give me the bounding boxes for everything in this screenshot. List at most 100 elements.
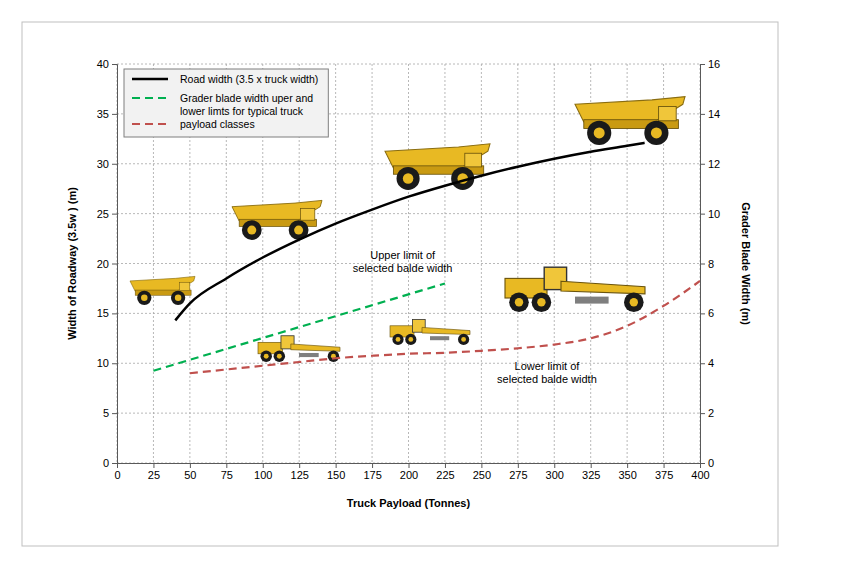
grader-wheel	[392, 334, 403, 345]
y2-axis-tick-label: 0	[708, 457, 714, 469]
x-axis-tick: 250	[473, 463, 491, 481]
grader-icon	[390, 319, 470, 345]
grader-wheel	[509, 292, 529, 312]
grader-wheel	[624, 292, 644, 312]
grid-line-x	[335, 64, 336, 463]
x-axis-tick-mark	[554, 463, 555, 468]
x-axis-tick-mark	[372, 463, 373, 468]
truck-hub	[294, 226, 303, 235]
x-axis-tick-label: 325	[582, 469, 600, 481]
x-axis-tick-label: 275	[509, 469, 527, 481]
y2-axis-tick: 4	[700, 357, 714, 369]
grid	[117, 64, 700, 463]
y2-axis-line	[701, 65, 706, 464]
grader-hub	[461, 337, 466, 342]
x-axis-tick-mark	[263, 463, 264, 468]
x-axis-tick: 175	[363, 463, 381, 481]
y-axis-tick-mark	[112, 463, 117, 464]
x-axis-title: Truck Payload (Tonnes)	[347, 497, 471, 509]
x-axis-tick: 275	[509, 463, 527, 481]
truck-hub	[247, 226, 256, 235]
legend: Road width (3.5 x truck width)Grader bla…	[124, 69, 328, 137]
grader-beam	[291, 344, 340, 351]
truck-hub	[141, 295, 148, 302]
grader-wheel	[328, 351, 339, 362]
grader-wheel	[532, 292, 552, 312]
series-lines	[153, 143, 700, 373]
x-axis-tick-label: 100	[254, 469, 272, 481]
y2-axis-tick-mark	[700, 363, 705, 364]
x-axis-tick-label: 25	[148, 469, 160, 481]
y2-axis-tick-label: 16	[708, 58, 720, 70]
legend-swatch	[132, 78, 168, 81]
truck-hub	[594, 127, 605, 138]
x-axis-tick-label: 400	[691, 469, 709, 481]
y-axis-tick: 5	[103, 407, 117, 419]
grader-hub	[408, 337, 413, 342]
x-axis-tick-label: 0	[114, 469, 120, 481]
grader-hub	[396, 337, 401, 342]
truck-bed	[575, 97, 685, 122]
truck-hub	[175, 295, 182, 302]
truck-wheel	[644, 121, 668, 145]
x-axis-tick: 50	[184, 463, 196, 481]
legend-label-line: lower limts for typical truck	[180, 105, 304, 117]
grader-blade	[430, 336, 449, 340]
x-axis-tick-mark	[409, 463, 410, 468]
x-axis-tick: 375	[655, 463, 673, 481]
truck-wheel	[171, 291, 185, 305]
legend-label-line: payload classes	[180, 118, 255, 130]
x-axis-tick-label: 225	[436, 469, 454, 481]
chart-area	[22, 22, 778, 546]
y-axis-tick-label: 25	[97, 208, 109, 220]
grid-line-x	[517, 64, 518, 463]
annotation: Lower limit ofselected balde width	[497, 360, 597, 385]
truck-bed	[385, 144, 490, 168]
y2-axis-tick: 12	[700, 158, 720, 170]
x-axis-tick-mark	[518, 463, 519, 468]
y2-axis-title: Grader Blade Width (m)	[740, 202, 752, 325]
y-axis-tick: 40	[97, 58, 117, 70]
y-axis-tick-label: 15	[97, 307, 109, 319]
grader-wheel	[274, 351, 285, 362]
y2-axis-tick-mark	[700, 164, 705, 165]
x-axis-tick-label: 250	[473, 469, 491, 481]
y-axis-tick-label: 20	[97, 258, 109, 270]
legend-swatch	[132, 97, 168, 99]
y-axis-tick-mark	[112, 413, 117, 414]
truck-bed	[130, 276, 195, 291]
y-axis-tick: 10	[97, 357, 117, 369]
legend-label: Road width (3.5 x truck width)	[180, 73, 318, 85]
x-axis-tick: 200	[400, 463, 418, 481]
y2-axis-tick-label: 10	[708, 208, 720, 220]
y2-axis-tick: 6	[700, 307, 714, 319]
y2-axis-tick-label: 8	[708, 258, 714, 270]
y-axis-tick: 35	[97, 108, 117, 120]
x-axis-tick-mark	[336, 463, 337, 468]
grader-icon	[258, 336, 340, 362]
x-axis-tick-mark	[190, 463, 191, 468]
y-axis-tick-mark	[112, 264, 117, 265]
y-axis-tick-label: 35	[97, 108, 109, 120]
grid-line-y	[117, 363, 700, 364]
legend-swatch	[132, 123, 168, 125]
x-axis-tick: 350	[618, 463, 636, 481]
grader-wheel	[260, 351, 271, 362]
x-axis-tick: 0	[114, 463, 120, 481]
element: Road width (3.5 x truck width)Grader bla…	[132, 73, 318, 130]
truck-cab	[300, 209, 314, 221]
y2-axis-tick: 10	[700, 208, 720, 220]
grader-beam	[422, 327, 470, 334]
truck-cab	[179, 282, 189, 290]
x-axis-tick-mark	[591, 463, 592, 468]
x-axis-tick: 125	[291, 463, 309, 481]
y2-axis-tick-label: 12	[708, 158, 720, 170]
x-axis-tick-mark	[481, 463, 482, 468]
y-axis-tick-mark	[112, 64, 117, 65]
grader-hub	[630, 298, 638, 306]
x-axis-tick: 300	[546, 463, 564, 481]
grader-hub	[264, 354, 269, 359]
y2-axis-tick-mark	[700, 214, 705, 215]
truck-hub	[651, 127, 662, 138]
x-axis-tick-label: 350	[618, 469, 636, 481]
